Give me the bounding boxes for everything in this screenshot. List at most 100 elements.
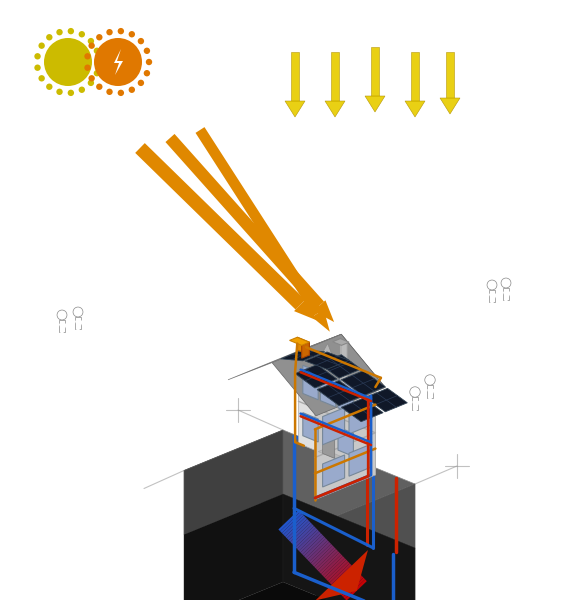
Polygon shape	[321, 554, 343, 575]
Polygon shape	[318, 449, 345, 460]
Polygon shape	[292, 524, 314, 545]
Polygon shape	[289, 521, 311, 542]
Polygon shape	[282, 514, 304, 535]
Circle shape	[56, 89, 63, 95]
Polygon shape	[365, 96, 385, 112]
Circle shape	[138, 80, 144, 86]
Circle shape	[144, 70, 150, 76]
Polygon shape	[440, 98, 460, 114]
Polygon shape	[311, 544, 333, 565]
Polygon shape	[290, 337, 310, 346]
Polygon shape	[59, 320, 65, 332]
Polygon shape	[405, 101, 425, 117]
Circle shape	[106, 89, 112, 95]
Circle shape	[118, 28, 124, 34]
Polygon shape	[312, 310, 330, 332]
Polygon shape	[323, 556, 345, 577]
Polygon shape	[333, 567, 355, 588]
Polygon shape	[315, 387, 375, 500]
Polygon shape	[331, 52, 339, 101]
Polygon shape	[166, 134, 324, 310]
Polygon shape	[309, 542, 331, 563]
Polygon shape	[329, 563, 351, 584]
Circle shape	[88, 38, 94, 44]
Circle shape	[425, 375, 435, 385]
Polygon shape	[325, 101, 345, 117]
Polygon shape	[316, 484, 415, 589]
Polygon shape	[135, 143, 305, 310]
Polygon shape	[302, 342, 310, 358]
Polygon shape	[411, 52, 419, 101]
Polygon shape	[283, 494, 415, 600]
Polygon shape	[366, 388, 407, 412]
Polygon shape	[334, 569, 357, 590]
Circle shape	[46, 34, 53, 40]
Polygon shape	[317, 380, 361, 406]
Polygon shape	[323, 455, 345, 487]
Polygon shape	[341, 342, 347, 385]
Polygon shape	[333, 338, 349, 346]
Polygon shape	[314, 301, 334, 322]
Circle shape	[94, 38, 142, 86]
Polygon shape	[184, 430, 415, 524]
Polygon shape	[184, 494, 283, 600]
Polygon shape	[272, 334, 385, 416]
Polygon shape	[312, 545, 334, 567]
Polygon shape	[340, 340, 347, 382]
Circle shape	[129, 86, 135, 93]
Polygon shape	[114, 49, 123, 75]
Circle shape	[79, 86, 85, 93]
Polygon shape	[306, 538, 328, 560]
Polygon shape	[323, 423, 334, 458]
Polygon shape	[316, 343, 338, 372]
Circle shape	[34, 64, 41, 71]
Polygon shape	[184, 430, 283, 535]
Circle shape	[84, 53, 91, 59]
Polygon shape	[349, 397, 371, 434]
Polygon shape	[412, 397, 418, 410]
Polygon shape	[184, 582, 415, 600]
Polygon shape	[290, 523, 312, 544]
Polygon shape	[349, 444, 371, 476]
Polygon shape	[297, 334, 385, 388]
Polygon shape	[280, 512, 302, 533]
Circle shape	[89, 43, 95, 49]
Polygon shape	[298, 355, 375, 475]
Polygon shape	[331, 565, 353, 586]
Circle shape	[57, 310, 67, 320]
Polygon shape	[303, 365, 318, 400]
Polygon shape	[228, 334, 341, 380]
Polygon shape	[291, 52, 299, 101]
Circle shape	[88, 80, 94, 86]
Polygon shape	[319, 553, 341, 574]
Polygon shape	[446, 52, 454, 98]
Polygon shape	[294, 298, 316, 320]
Circle shape	[38, 43, 45, 49]
Circle shape	[73, 307, 83, 317]
Polygon shape	[338, 380, 353, 414]
Polygon shape	[316, 548, 415, 600]
Circle shape	[94, 47, 100, 54]
Circle shape	[96, 83, 102, 90]
Polygon shape	[371, 47, 379, 96]
Polygon shape	[285, 101, 305, 117]
Polygon shape	[341, 576, 363, 597]
Polygon shape	[316, 549, 338, 571]
Circle shape	[79, 31, 85, 37]
Polygon shape	[319, 355, 361, 378]
Circle shape	[38, 75, 45, 82]
Circle shape	[96, 59, 102, 65]
Polygon shape	[338, 427, 353, 457]
Circle shape	[118, 89, 124, 96]
Polygon shape	[341, 398, 383, 422]
Circle shape	[34, 53, 41, 59]
Polygon shape	[195, 127, 323, 316]
Circle shape	[106, 29, 112, 35]
Polygon shape	[343, 578, 365, 599]
Polygon shape	[279, 510, 301, 531]
Polygon shape	[281, 350, 325, 361]
Circle shape	[146, 59, 152, 65]
Circle shape	[129, 31, 135, 37]
Polygon shape	[297, 337, 310, 355]
Circle shape	[501, 278, 511, 288]
